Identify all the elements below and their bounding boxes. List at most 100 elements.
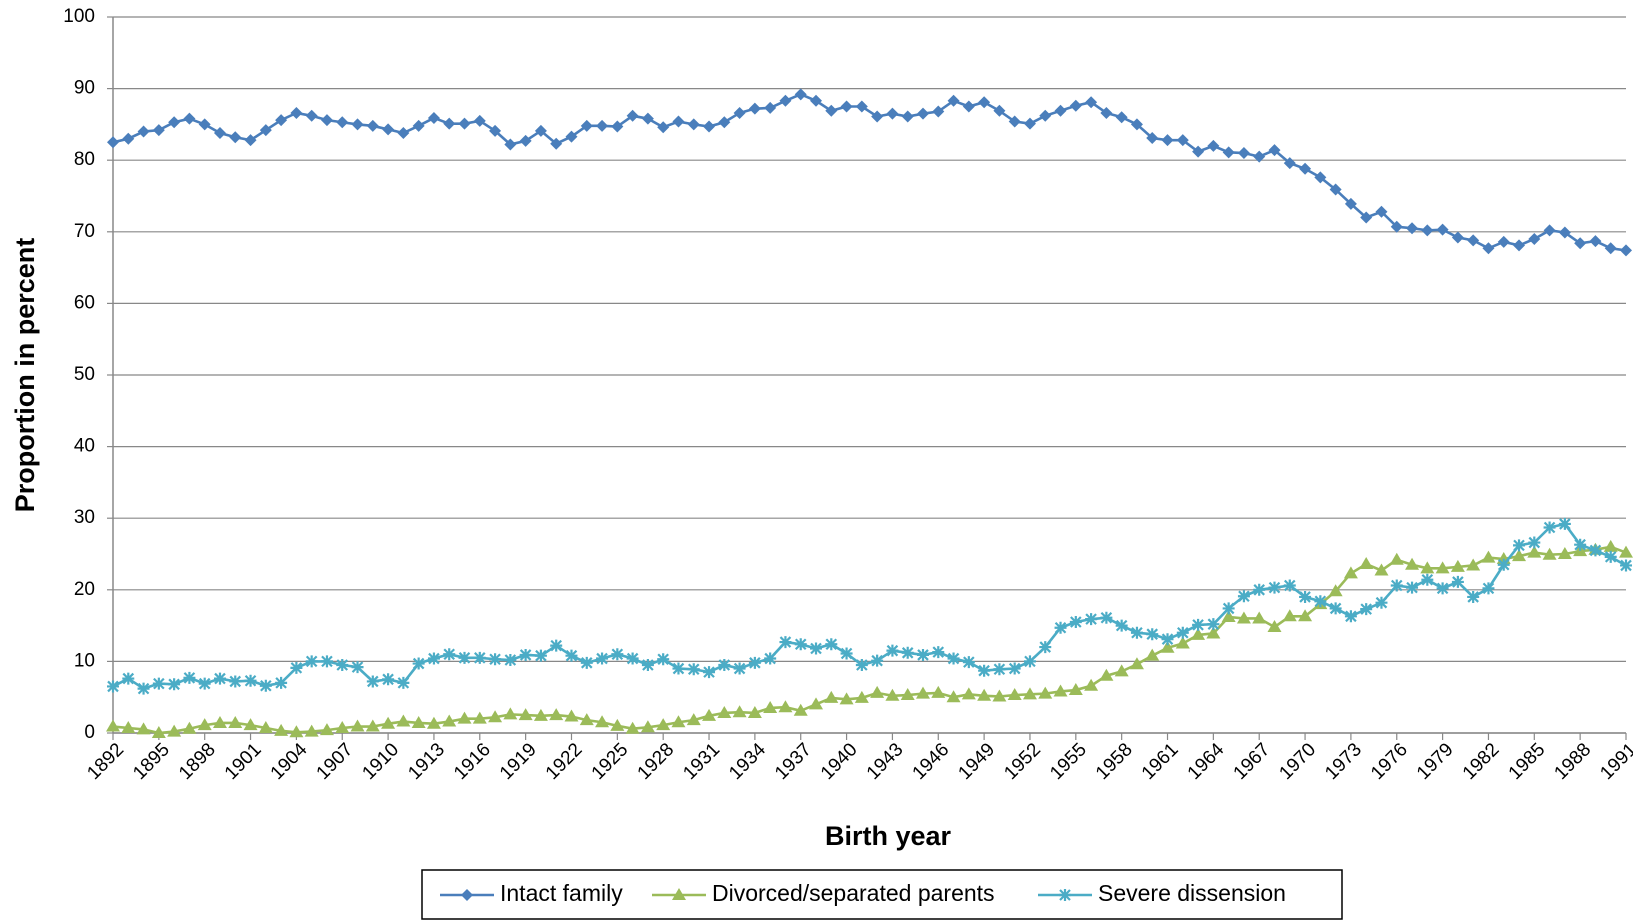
x-tick-label: 1928 <box>634 739 679 784</box>
marker <box>1222 146 1235 159</box>
marker <box>365 719 380 732</box>
marker <box>198 677 211 690</box>
marker <box>1053 684 1068 697</box>
y-tick-label: 50 <box>74 364 95 385</box>
marker <box>1007 688 1022 701</box>
x-tick-label: 1907 <box>313 739 358 784</box>
marker <box>1512 549 1527 562</box>
marker <box>1436 582 1449 595</box>
marker <box>1406 581 1419 594</box>
marker <box>1115 111 1128 124</box>
x-tick-label: 1976 <box>1367 739 1412 784</box>
marker <box>107 680 119 693</box>
marker <box>518 708 533 721</box>
marker <box>122 672 135 685</box>
marker <box>657 653 670 666</box>
x-tick-label: 1964 <box>1184 739 1229 784</box>
marker <box>489 653 502 666</box>
marker <box>611 120 624 133</box>
marker <box>1436 223 1449 236</box>
y-axis-title: Proportion in percent <box>10 238 40 513</box>
x-tick-label: 1979 <box>1413 739 1458 784</box>
marker <box>412 119 425 132</box>
x-tick-label: 1910 <box>358 739 403 784</box>
marker <box>1344 610 1357 623</box>
marker <box>977 688 992 701</box>
marker <box>1130 118 1143 131</box>
marker <box>1620 559 1632 572</box>
marker <box>1497 235 1510 248</box>
marker <box>168 678 181 691</box>
marker <box>672 115 685 128</box>
marker <box>611 648 624 661</box>
marker <box>504 138 517 151</box>
marker <box>426 716 441 729</box>
marker <box>1528 536 1541 549</box>
marker <box>794 638 807 651</box>
marker <box>1467 590 1480 603</box>
marker <box>809 697 824 710</box>
marker <box>503 707 518 720</box>
marker <box>1008 662 1021 675</box>
marker <box>290 106 303 119</box>
marker <box>397 126 410 139</box>
marker <box>1450 559 1465 572</box>
marker <box>1237 147 1250 160</box>
marker <box>137 125 150 138</box>
marker <box>763 700 778 713</box>
marker <box>1314 595 1327 608</box>
y-tick-label: 10 <box>74 650 95 671</box>
marker <box>1023 117 1036 130</box>
marker <box>1161 134 1174 147</box>
marker <box>305 109 318 122</box>
marker <box>1115 619 1128 632</box>
marker <box>136 722 151 735</box>
marker <box>489 124 502 137</box>
y-tick-label: 70 <box>74 221 95 242</box>
marker <box>1085 96 1098 109</box>
marker <box>244 674 257 687</box>
legend-marker <box>461 889 473 901</box>
marker <box>840 647 853 660</box>
marker <box>1085 613 1098 626</box>
marker <box>1253 150 1266 163</box>
marker <box>1497 558 1510 571</box>
marker <box>915 686 930 699</box>
marker <box>473 651 486 664</box>
marker <box>733 106 746 119</box>
marker <box>1344 197 1357 210</box>
marker <box>1237 590 1250 603</box>
marker <box>626 109 639 122</box>
marker <box>595 715 610 728</box>
marker <box>366 119 379 132</box>
marker <box>1252 611 1267 624</box>
marker <box>596 652 609 665</box>
marker <box>1329 183 1342 196</box>
marker <box>152 124 165 137</box>
marker <box>1084 678 1099 691</box>
x-tick-label: 1958 <box>1092 739 1137 784</box>
legend-label: Intact family <box>500 880 623 906</box>
marker <box>686 713 701 726</box>
x-tick-label: 1937 <box>771 739 816 784</box>
marker <box>289 725 304 738</box>
marker <box>457 711 472 724</box>
x-tick-label: 1970 <box>1275 739 1320 784</box>
marker <box>733 662 746 675</box>
marker <box>1482 242 1495 255</box>
marker <box>1513 539 1526 552</box>
marker <box>411 715 426 728</box>
x-tick-label: 1901 <box>221 739 266 784</box>
marker <box>1390 579 1403 592</box>
marker <box>855 100 868 113</box>
marker <box>961 687 976 700</box>
marker <box>703 120 716 133</box>
y-tick-label: 90 <box>74 78 95 99</box>
marker <box>794 88 807 101</box>
marker <box>168 116 181 129</box>
marker <box>1543 224 1556 237</box>
marker <box>1267 620 1282 633</box>
x-tick-label: 1934 <box>725 739 770 784</box>
marker <box>1542 547 1557 560</box>
